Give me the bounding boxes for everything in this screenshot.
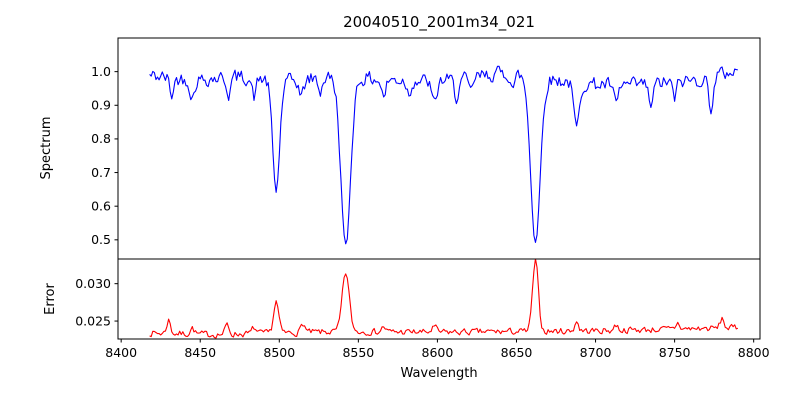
spectrum-y-tick-label: 0.5 [91,232,111,247]
x-axis-label: Wavelength [400,366,477,381]
spectrum-y-tick-label: 0.7 [91,165,111,180]
error-y-tick-label: 0.025 [75,313,111,328]
normalized-spectrum-line [149,65,738,245]
x-tick-label: 8800 [738,345,770,360]
x-tick-label: 8450 [184,345,216,360]
spectrum-y-tick-label: 0.6 [91,198,111,213]
x-tick-label: 8500 [263,345,295,360]
spectrum-y-tick-label: 0.8 [91,131,111,146]
y-axis-label-spectrum: Spectrum [39,117,54,180]
flux-error-line [149,259,739,339]
x-tick-label: 8550 [342,345,374,360]
chart-title: 20040510_2001m34_021 [343,13,535,32]
y-axis-label-error: Error [43,283,58,315]
x-tick-label: 8700 [580,345,612,360]
plot-area: 0.5 0.6 0.7 0.8 0.9 1.0 0.025 0.030 8400 8450 8500… [75,37,770,360]
spectrum-y-tick-label: 1.0 [91,64,111,79]
x-tick-label: 8400 [105,345,137,360]
x-tick-label: 8600 [422,345,454,360]
x-tick-label: 8650 [501,345,533,360]
x-tick-label: 8750 [659,345,691,360]
axes-frame-error [117,258,761,340]
error-y-tick-label: 0.030 [75,276,111,291]
spectrum-y-tick-label: 0.9 [91,98,111,113]
